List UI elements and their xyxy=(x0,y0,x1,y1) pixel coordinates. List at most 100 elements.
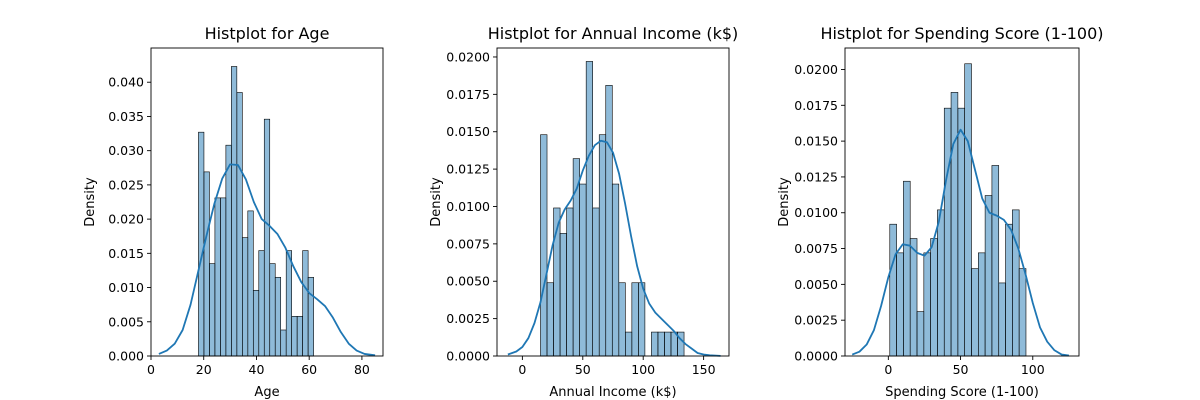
y-tick-label: 0.020 xyxy=(108,212,144,227)
histogram-bar xyxy=(302,250,309,357)
histogram-bar xyxy=(625,331,633,357)
y-tick-label: 0.0150 xyxy=(794,134,838,149)
histogram-bar xyxy=(598,134,607,357)
histogram-bar xyxy=(916,311,925,357)
histogram-bar xyxy=(269,263,276,357)
x-tick-label: 0 xyxy=(884,362,892,377)
y-tick-label: 0.0175 xyxy=(794,98,838,113)
histogram-bar xyxy=(1012,209,1020,357)
histogram-bar xyxy=(978,252,986,357)
histogram-bar xyxy=(998,282,1006,357)
histogram-bar xyxy=(203,171,210,357)
y-tick-label: 0.0050 xyxy=(794,277,838,292)
histogram-bar xyxy=(585,61,593,357)
x-tick-label: 100 xyxy=(1021,362,1045,377)
y-tick-label: 0.035 xyxy=(108,109,144,124)
axes-frame xyxy=(150,47,384,357)
y-tick-label: 0.0075 xyxy=(794,241,838,256)
histogram-bar xyxy=(236,92,243,357)
x-tick-label: 0 xyxy=(147,362,155,377)
histogram-bar xyxy=(307,276,314,357)
histogram-bar xyxy=(1005,223,1013,357)
y-tick-label: 0.025 xyxy=(108,177,144,192)
kde-line xyxy=(158,163,376,357)
histogram-bar xyxy=(618,282,626,357)
histogram-bar xyxy=(889,223,897,357)
x-tick-label: 50 xyxy=(953,362,969,377)
y-tick-label: 0.010 xyxy=(108,280,144,295)
histogram-bar xyxy=(285,250,292,357)
y-tick-label: 0.0000 xyxy=(794,349,838,364)
histogram-bar xyxy=(971,268,979,357)
y-axis-label: Density xyxy=(429,177,444,227)
x-tick-label: 100 xyxy=(631,362,655,377)
y-tick-label: 0.0025 xyxy=(446,311,490,326)
y-tick-label: 0.0100 xyxy=(794,205,838,220)
histogram-bar xyxy=(258,250,265,357)
histogram-bar xyxy=(950,92,959,357)
y-tick-label: 0.0000 xyxy=(446,349,490,364)
y-tick-label: 0.0175 xyxy=(446,87,490,102)
axes-frame xyxy=(844,47,1080,357)
y-tick-label: 0.005 xyxy=(108,314,144,329)
histogram-bar xyxy=(1018,268,1027,357)
y-tick-label: 0.000 xyxy=(108,349,144,364)
histogram-bar xyxy=(657,331,665,357)
x-axis-label: Annual Income (k$) xyxy=(549,385,676,400)
histogram-bar xyxy=(651,331,659,357)
y-tick-label: 0.0200 xyxy=(794,62,838,77)
histogram-bar xyxy=(214,197,221,357)
histogram-bar xyxy=(592,207,600,357)
histogram-bar xyxy=(231,66,238,357)
axes-frame xyxy=(496,47,730,357)
histogram-bar xyxy=(664,331,672,357)
x-tick-label: 40 xyxy=(249,362,265,377)
histogram-bar xyxy=(605,85,613,357)
histogram-bar xyxy=(225,144,232,357)
y-tick-label: 0.0150 xyxy=(446,124,490,139)
subplot-annual-income: 0 50 100 150 0.0000 0.0025 0.0050 0.0075 0.0100 0… xyxy=(429,24,738,400)
y-tick-label: 0.0025 xyxy=(794,313,838,328)
chart-title: Histplot for Age xyxy=(205,24,330,43)
x-tick-label: 20 xyxy=(196,362,212,377)
kde-line xyxy=(507,139,721,357)
histogram-bar xyxy=(252,289,260,357)
histogram-bar xyxy=(209,263,216,357)
histogram-bar xyxy=(631,282,639,357)
histogram-bar xyxy=(638,282,646,357)
histogram-bar xyxy=(984,195,993,357)
histogram-bar xyxy=(909,238,918,357)
histogram-bar xyxy=(280,329,287,357)
histogram-bar xyxy=(242,237,249,357)
y-tick-label: 0.0075 xyxy=(446,236,490,251)
histogram-bar xyxy=(923,252,931,357)
y-tick-label: 0.030 xyxy=(108,143,144,158)
histogram-bar xyxy=(559,233,567,357)
histogram-bar xyxy=(247,210,254,357)
chart-title: Histplot for Annual Income (k$) xyxy=(488,24,739,43)
histogram-bar xyxy=(566,207,574,357)
histogram-bar xyxy=(937,209,945,357)
x-tick-label: 60 xyxy=(301,362,317,377)
y-tick-label: 0.0050 xyxy=(446,274,490,289)
x-axis-label: Spending Score (1-100) xyxy=(885,385,1039,400)
x-tick-label: 150 xyxy=(692,362,716,377)
histogram-bar xyxy=(611,183,620,357)
subplot-spending-score: 0 50 100 0.0000 0.0025 0.0050 0.0075 0.0100 0.01… xyxy=(777,24,1104,400)
histogram-bar xyxy=(903,180,911,357)
histogram-bar xyxy=(991,165,1000,357)
y-tick-label: 0.0125 xyxy=(446,162,490,177)
chart-title: Histplot for Spending Score (1-100) xyxy=(820,24,1103,43)
histogram-bar xyxy=(943,107,952,357)
histogram-bar xyxy=(198,131,205,357)
histogram-bar xyxy=(291,316,298,357)
histogram-bar xyxy=(957,107,965,357)
y-axis-label: Density xyxy=(83,177,98,227)
y-axis-label: Density xyxy=(777,177,792,227)
histogram-bar xyxy=(296,316,303,357)
histogram-bar xyxy=(220,197,227,357)
histogram-bar xyxy=(579,183,587,357)
histogram-bar xyxy=(964,63,972,357)
histogram-bar xyxy=(546,282,554,357)
y-tick-label: 0.015 xyxy=(108,246,144,261)
